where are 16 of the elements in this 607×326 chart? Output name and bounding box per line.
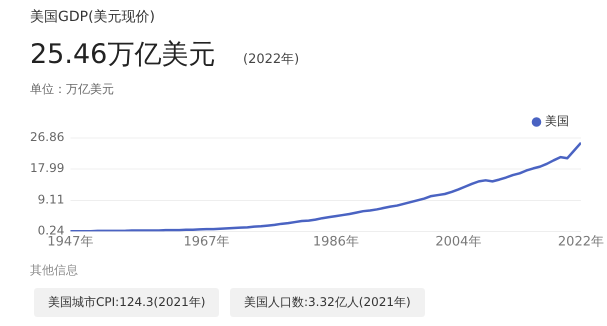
- x-tick-label: 1947年: [47, 234, 94, 250]
- y-tick-label: 17.99: [30, 161, 64, 176]
- y-tick-label: 9.11: [38, 192, 64, 206]
- chart-title: 美国GDP(美元现价): [30, 8, 155, 26]
- text: 其他信息: [30, 262, 78, 279]
- x-tick-label: 1967年: [183, 234, 230, 250]
- x-tick-label: 1986年: [312, 234, 359, 250]
- text: 25.46万亿美元: [30, 38, 216, 72]
- text: (2022年): [243, 51, 300, 68]
- x-tick-label: 2022年: [558, 234, 604, 250]
- text: 美国城市CPI:124.3(2021年): [34, 288, 220, 317]
- text: 美国人口数:3.32亿人(2021年): [230, 288, 425, 317]
- text: 单位：万亿美元: [30, 81, 114, 98]
- x-tick-label: 2004年: [435, 234, 482, 250]
- y-tick-label: 26.86: [30, 130, 64, 144]
- legend-label: 美国: [545, 114, 569, 128]
